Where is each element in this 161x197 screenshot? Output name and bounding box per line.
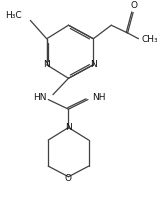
- Text: O: O: [65, 174, 72, 183]
- Text: NH: NH: [93, 93, 106, 102]
- Text: HN: HN: [33, 93, 47, 102]
- Text: N: N: [90, 60, 97, 69]
- Text: CH₃: CH₃: [142, 35, 158, 44]
- Text: O: O: [130, 1, 137, 10]
- Text: N: N: [43, 60, 50, 69]
- Text: H₃C: H₃C: [5, 11, 22, 20]
- Text: N: N: [65, 123, 72, 132]
